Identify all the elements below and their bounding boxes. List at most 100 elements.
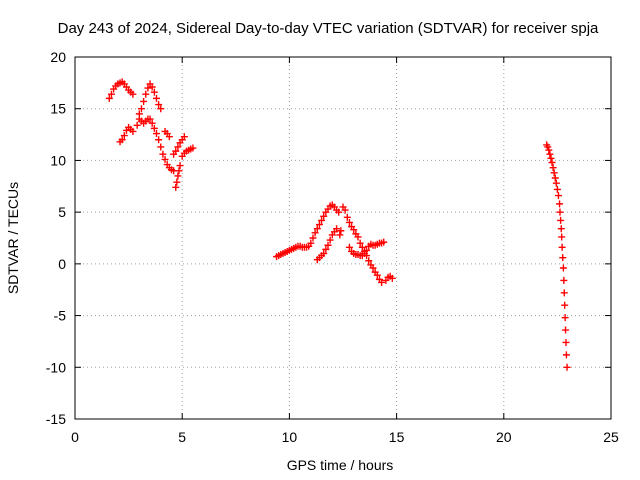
data-point [544, 143, 552, 151]
x-tick-label: 10 [282, 429, 298, 445]
data-point [560, 289, 568, 297]
y-tick-label: -15 [46, 411, 66, 427]
data-point [146, 115, 154, 123]
data-point [120, 132, 128, 140]
data-point [155, 101, 163, 109]
x-tick-label: 5 [178, 429, 186, 445]
data-point [318, 216, 326, 224]
data-point [313, 225, 321, 233]
data-point [107, 90, 115, 98]
data-point [356, 239, 364, 247]
data-point [150, 124, 158, 132]
data-point [551, 174, 559, 182]
data-point [354, 233, 362, 241]
data-point [563, 363, 571, 371]
data-point [562, 326, 570, 334]
data-point [350, 226, 358, 234]
data-point [341, 206, 349, 214]
data-point [173, 178, 181, 186]
data-point [150, 88, 158, 96]
data-point [135, 110, 143, 118]
data-point [324, 241, 332, 249]
data-point [358, 243, 366, 251]
data-point [560, 276, 568, 284]
data-point [557, 225, 565, 233]
y-tick-label: 5 [58, 204, 66, 220]
data-point [373, 271, 381, 279]
series-arc-5 [273, 201, 343, 261]
data-point [562, 338, 570, 346]
data-point [320, 212, 328, 220]
data-point [172, 147, 180, 155]
data-point [142, 90, 150, 98]
data-point [545, 146, 553, 154]
data-point [152, 94, 160, 102]
data-point [333, 225, 341, 233]
data-point [558, 243, 566, 251]
data-point [137, 105, 145, 113]
data-point [129, 90, 137, 98]
series-arc-8 [543, 141, 571, 371]
data-point [157, 143, 165, 151]
data-point [547, 154, 555, 162]
y-tick-label: 10 [50, 152, 66, 168]
data-point [336, 231, 344, 239]
data-point [557, 216, 565, 224]
data-point [553, 185, 561, 193]
data-point [546, 150, 554, 158]
data-point [561, 314, 569, 322]
data-point [326, 236, 334, 244]
data-point [161, 155, 169, 163]
data-point [365, 257, 373, 265]
y-tick-label: -5 [54, 308, 67, 324]
data-point [559, 254, 567, 262]
data-point [307, 239, 315, 247]
series-arc-3 [135, 80, 165, 118]
plot-frame [74, 56, 612, 420]
x-axis: 0 5 10 15 20 25 [71, 57, 619, 445]
data-point [133, 121, 141, 129]
data-point [369, 264, 377, 272]
series-arc-7 [345, 238, 396, 284]
y-tick-label: 0 [58, 256, 66, 272]
data-point [561, 301, 569, 309]
data-point [172, 183, 180, 191]
data-point [148, 83, 156, 91]
data-point [174, 143, 182, 151]
series-arc-4 [161, 127, 197, 191]
x-tick-label: 0 [71, 429, 79, 445]
data-point [144, 84, 152, 92]
data-point [558, 233, 566, 241]
data-point [378, 278, 386, 286]
data-point [174, 172, 182, 180]
data-point [380, 238, 388, 246]
data-point [118, 136, 126, 144]
chart-title: Day 243 of 2024, Sidereal Day-to-day VTE… [58, 20, 599, 37]
data-point [345, 218, 353, 226]
data-point [549, 164, 557, 172]
data-point [363, 246, 371, 254]
y-axis-label: SDTVAR / TECUs [5, 182, 21, 294]
y-tick-label: 15 [50, 101, 66, 117]
data-point [554, 192, 562, 200]
data-point [189, 144, 197, 152]
x-tick-label: 25 [603, 429, 619, 445]
data-point [322, 245, 330, 253]
data-point [315, 221, 323, 229]
y-tick-label: -10 [46, 359, 66, 375]
data-point [175, 167, 183, 175]
data-point [562, 351, 570, 359]
data-point [105, 94, 113, 102]
data-point [311, 229, 319, 237]
data-point [129, 127, 137, 135]
data-point [552, 179, 560, 187]
data-point [559, 264, 567, 272]
data-point [155, 136, 163, 144]
series-arc-1 [105, 78, 137, 102]
x-axis-label: GPS time / hours [287, 457, 394, 473]
data-point [159, 150, 167, 158]
data-point [140, 97, 148, 105]
x-tick-label: 20 [496, 429, 512, 445]
data-point [165, 133, 173, 141]
